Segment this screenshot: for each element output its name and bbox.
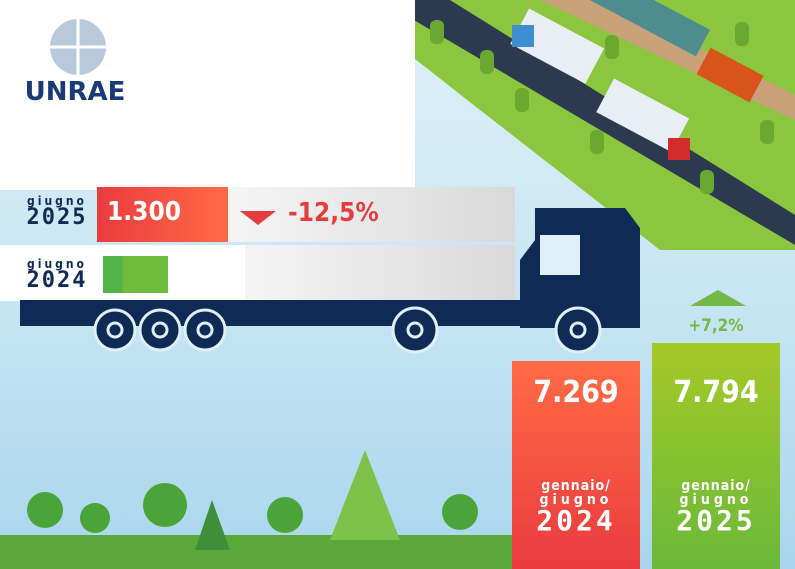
trees-illustration <box>0 450 512 569</box>
change-ytd: +7,2% <box>688 316 744 336</box>
value-giugno-2025: 1.300 <box>107 197 181 227</box>
label-giugno-2024: giugno 2024 <box>26 257 88 293</box>
truck-white <box>510 8 605 84</box>
arrow-up-icon <box>690 290 746 306</box>
unrae-logo: UNRAE <box>20 12 130 107</box>
road-landscape-illustration <box>340 0 795 250</box>
bar-ytd-2025: 7.794 gennaio/giugno 2025 <box>652 343 780 569</box>
period-ytd-2025: gennaio/giugno 2025 <box>676 478 756 537</box>
bar-track-2024 <box>245 245 515 300</box>
bar-ytd-2024: 7.269 gennaio/giugno 2024 <box>512 361 640 569</box>
truck-illustration <box>20 208 640 354</box>
bar-giugno-2025: 1.300 <box>97 187 228 242</box>
value-ytd-2025: 7.794 <box>673 375 759 410</box>
bar-giugno-2024 <box>103 256 168 293</box>
value-ytd-2024: 7.269 <box>533 375 619 410</box>
bar-track-2025 <box>228 187 515 242</box>
arrow-down-icon <box>240 211 276 225</box>
logo-text: UNRAE <box>25 77 126 107</box>
period-ytd-2024: gennaio/giugno 2024 <box>536 478 616 537</box>
label-giugno-2025: giugno 2025 <box>26 194 88 230</box>
change-giugno: -12,5% <box>288 198 379 228</box>
